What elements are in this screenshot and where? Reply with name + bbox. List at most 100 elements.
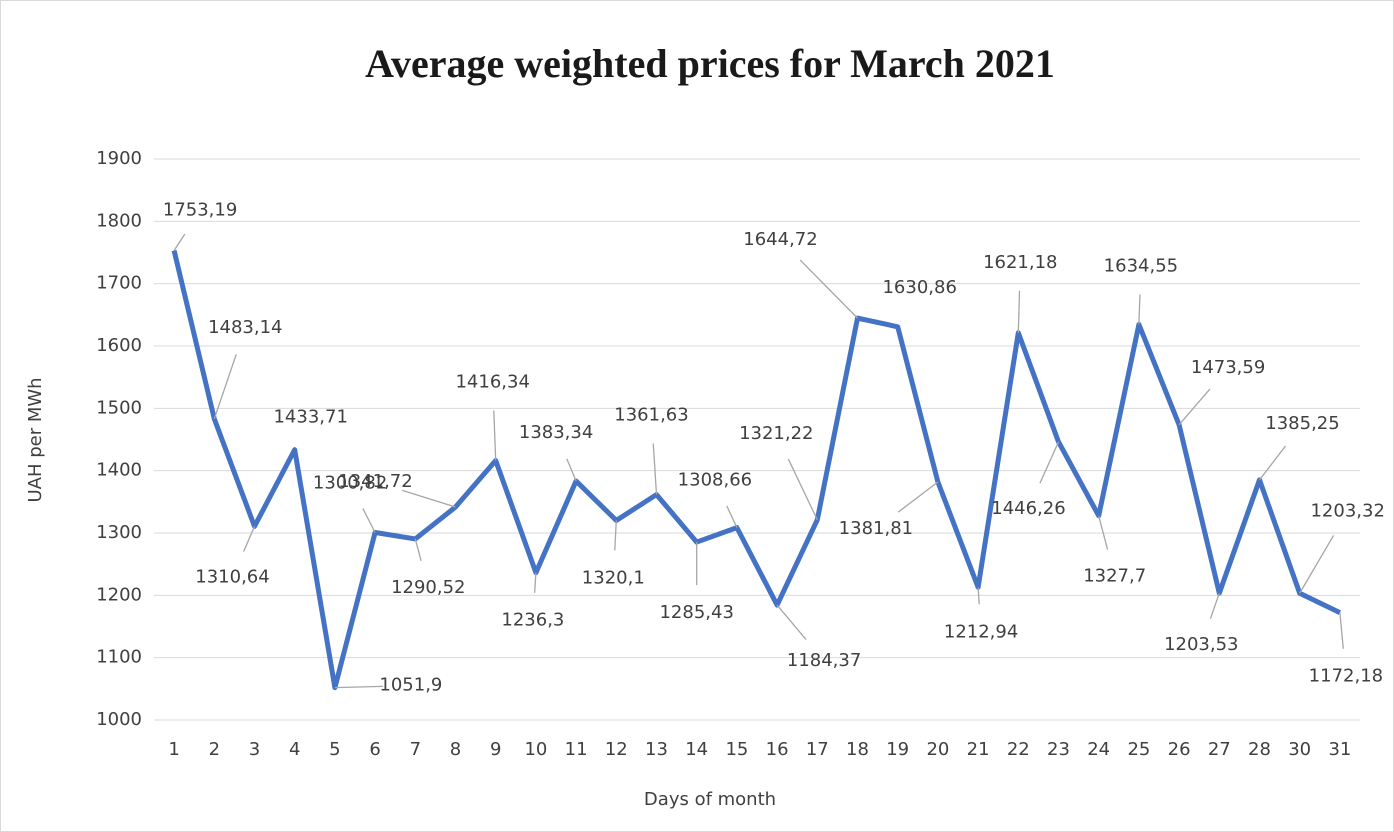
x-tick-label: 6	[369, 739, 380, 760]
x-tick-label: 14	[685, 739, 708, 760]
x-tick-label: 18	[846, 739, 869, 760]
data-label: 1327,7	[1083, 566, 1146, 587]
x-tick-label: 22	[1007, 739, 1030, 760]
x-tick-label: 12	[605, 739, 628, 760]
data-label: 1203,32	[1310, 500, 1384, 521]
x-tick-label: 30	[1288, 739, 1311, 760]
y-tick-label: 1200	[96, 584, 142, 605]
data-label: 1308,66	[678, 470, 752, 491]
x-tick-label: 13	[645, 739, 668, 760]
y-tick-label: 1800	[96, 210, 142, 231]
leader-line	[1299, 535, 1335, 594]
x-tick-label: 23	[1047, 739, 1070, 760]
y-axis-label: UAH per MWh	[25, 377, 46, 502]
x-tick-label: 15	[725, 739, 748, 760]
leader-line	[533, 572, 537, 593]
leader-line	[362, 508, 376, 533]
x-tick-label: 26	[1168, 739, 1191, 760]
data-label: 1172,18	[1309, 666, 1383, 687]
x-tick-label: 21	[967, 739, 990, 760]
x-tick-label: 25	[1127, 739, 1150, 760]
x-tick-label: 28	[1248, 739, 1271, 760]
data-label: 1184,37	[787, 650, 861, 671]
data-label: 1321,22	[739, 423, 813, 444]
data-label: 1381,81	[839, 518, 913, 539]
data-line	[171, 249, 1341, 691]
data-label: 1385,25	[1265, 413, 1339, 434]
data-label: 1290,52	[391, 577, 465, 598]
leader-line	[1039, 441, 1060, 484]
leader-line	[1017, 290, 1021, 333]
x-tick-label: 3	[249, 739, 260, 760]
y-tick-label: 1100	[96, 647, 142, 668]
y-tick-label: 1400	[96, 460, 142, 481]
leader-line	[1178, 388, 1211, 426]
y-tick-label: 1000	[96, 709, 142, 730]
leader-line	[1209, 592, 1220, 619]
x-tick-label: 9	[490, 739, 501, 760]
chart-title: Average weighted prices for March 2021	[365, 41, 1055, 86]
x-tick-label: 4	[289, 739, 300, 760]
data-label: 1300,82	[313, 472, 387, 493]
data-label: 1310,64	[195, 566, 269, 587]
y-tick-label: 1900	[96, 148, 142, 169]
data-label: 1361,63	[614, 405, 688, 426]
leader-line	[493, 410, 497, 461]
x-tick-label: 31	[1328, 739, 1351, 760]
data-label: 1483,14	[208, 317, 282, 338]
leader-line	[173, 233, 186, 251]
x-tick-label: 16	[766, 739, 789, 760]
leader-line	[566, 458, 577, 482]
y-tick-label: 1300	[96, 522, 142, 543]
leader-line	[1098, 515, 1109, 550]
x-tick-label: 5	[329, 739, 340, 760]
x-axis-label: Days of month	[644, 789, 776, 810]
data-label: 1630,86	[882, 277, 956, 298]
data-label: 1051,9	[379, 675, 442, 696]
leader-line	[1138, 294, 1141, 325]
leader-line	[1258, 445, 1286, 481]
y-tick-label: 1500	[96, 397, 142, 418]
data-label: 1634,55	[1104, 255, 1178, 276]
x-tick-label: 11	[565, 739, 588, 760]
x-tick-label: 7	[410, 739, 421, 760]
data-label: 1320,1	[582, 567, 645, 588]
data-label: 1644,72	[743, 229, 817, 250]
leader-line	[652, 443, 658, 495]
leader-line	[402, 489, 456, 508]
x-tick-label: 17	[806, 739, 829, 760]
x-tick-label: 20	[926, 739, 949, 760]
leader-line	[726, 505, 738, 528]
data-label: 1753,19	[163, 200, 237, 221]
leader-line	[614, 520, 617, 551]
y-tick-label: 1600	[96, 335, 142, 356]
leader-line	[787, 458, 818, 521]
data-label: 1383,34	[519, 422, 593, 443]
leader-line	[977, 587, 980, 605]
x-tick-label: 1	[168, 739, 179, 760]
x-tick-label: 10	[524, 739, 547, 760]
data-label: 1433,71	[273, 407, 347, 428]
data-label: 1416,34	[455, 371, 529, 392]
data-label: 1621,18	[983, 252, 1057, 273]
data-label: 1203,53	[1164, 634, 1238, 655]
data-label: 1473,59	[1191, 357, 1265, 378]
leader-line	[414, 538, 422, 562]
leader-line	[799, 259, 858, 319]
leader-line	[1339, 612, 1344, 649]
data-label: 1446,26	[991, 498, 1065, 519]
leader-line	[897, 481, 939, 513]
data-label: 1285,43	[659, 602, 733, 623]
leader-line	[213, 354, 237, 420]
leader-line	[242, 526, 256, 552]
x-tick-label: 2	[209, 739, 220, 760]
data-label: 1212,94	[944, 621, 1018, 642]
leader-line	[334, 685, 383, 689]
data-label: 1341,72	[338, 471, 412, 492]
x-tick-label: 24	[1087, 739, 1110, 760]
x-tick-label: 27	[1208, 739, 1231, 760]
y-tick-label: 1700	[96, 273, 142, 294]
x-tick-label: 8	[450, 739, 461, 760]
